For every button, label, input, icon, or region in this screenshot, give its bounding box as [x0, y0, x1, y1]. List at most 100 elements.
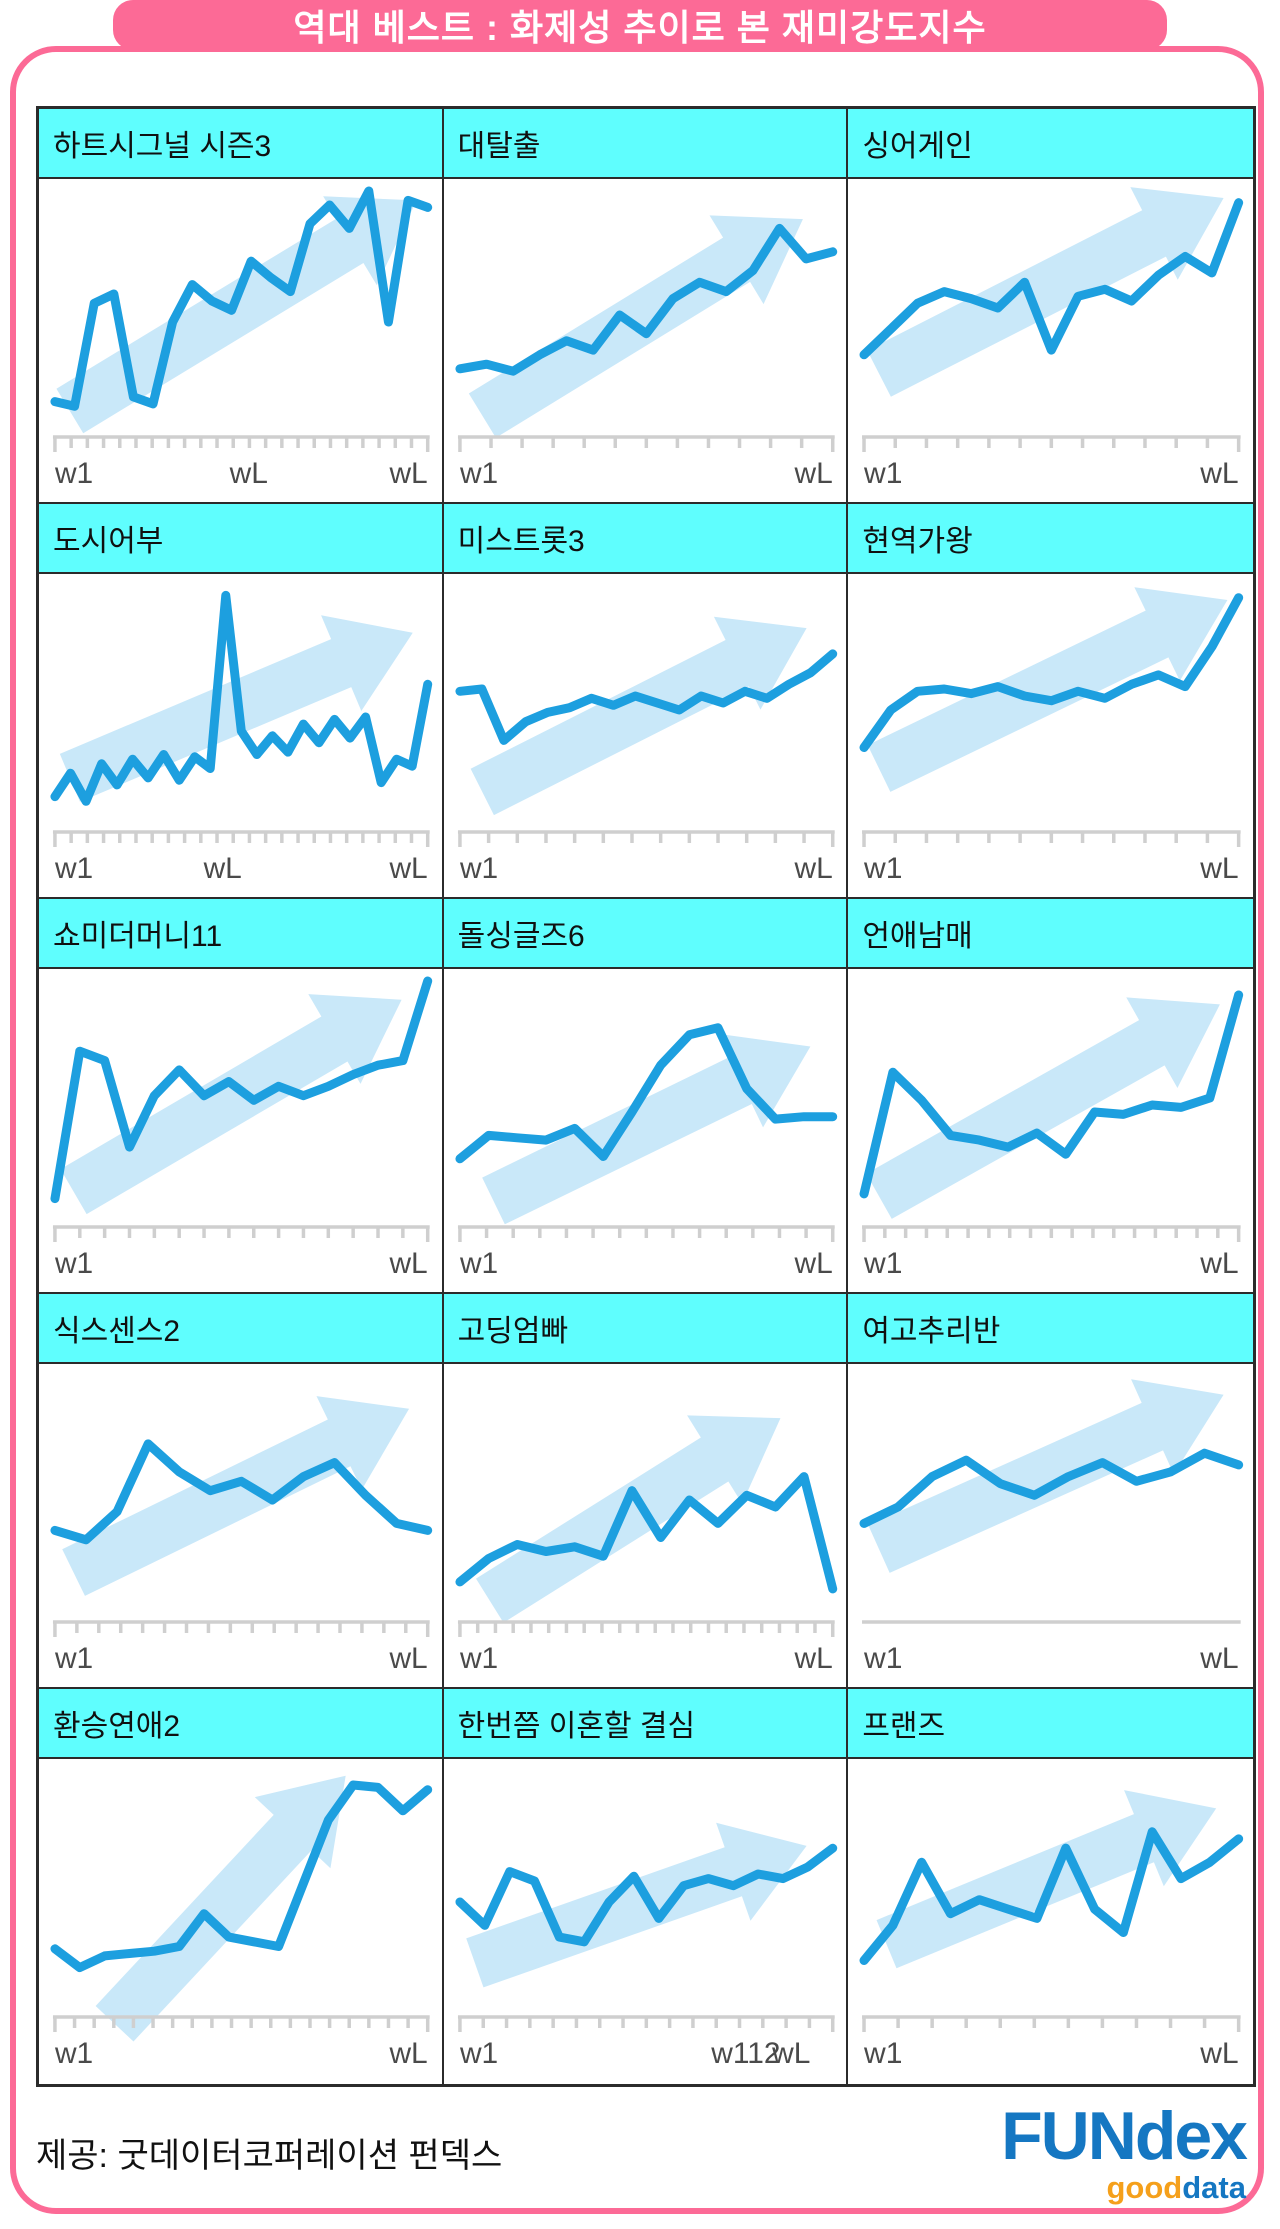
chart-cell: 미스트롯3 w1 wL — [443, 504, 849, 899]
chart-title: 언애남매 — [848, 899, 1253, 969]
trend-arrow — [470, 616, 807, 816]
x-axis — [457, 435, 835, 452]
x-axis-label: w1 — [459, 1247, 498, 1280]
chart-area: w1 wL — [444, 969, 847, 1292]
x-axis-label: w1 — [54, 457, 93, 490]
trend-arrow — [465, 1822, 807, 1988]
chart-area: w1 wL — [848, 1364, 1253, 1687]
chart-cell: 식스센스2 w1 wL — [39, 1294, 444, 1689]
x-axis-label: w1 — [863, 457, 902, 490]
x-axis-label: wL — [793, 1642, 832, 1675]
trend-line — [50, 976, 433, 1204]
chart-title: 고딩엄빠 — [443, 1294, 847, 1364]
chart-title: 현역가왕 — [848, 504, 1253, 574]
trend-arrow — [481, 1033, 811, 1225]
x-axis-label: w1 — [54, 1247, 93, 1280]
trend-arrow — [95, 1775, 346, 2042]
chart-cell: 프랜즈 w1 wL — [848, 1689, 1253, 2084]
trend-line — [50, 186, 433, 411]
x-axis — [52, 1225, 430, 1242]
chart-area: w1 w112 wL — [444, 1759, 847, 2082]
x-axis-label: w1 — [459, 1642, 498, 1675]
x-axis-label: wL — [793, 1247, 832, 1280]
chart-area: w1 wL — [848, 1759, 1253, 2082]
x-axis-label: wL — [388, 2037, 427, 2070]
sparkline-chart: w1 wL — [455, 215, 837, 490]
chart-area: w1 wL — [39, 1364, 442, 1687]
chart-cell: 도시어부 w1 wL wL — [39, 504, 444, 899]
chart-area: w1 wL — [444, 1364, 847, 1687]
x-axis-label: wL — [793, 852, 832, 885]
page-title: 역대 베스트 : 화제성 추이로 본 재미강도지수 — [113, 0, 1167, 50]
sparkline-chart: w1 wL — [859, 990, 1244, 1280]
chart-area: w1 wL — [444, 179, 847, 502]
chart-title: 여고추리반 — [848, 1294, 1253, 1364]
x-axis-label: wL — [1200, 1247, 1239, 1280]
x-axis-label: wL — [388, 457, 427, 490]
trend-line — [455, 223, 837, 376]
chart-cell: 환승연애2 w1 wL — [39, 1689, 444, 2084]
x-axis-label: wL — [1200, 457, 1239, 490]
x-axis — [862, 1225, 1241, 1242]
x-axis-label: wL — [1200, 1642, 1239, 1675]
x-axis-label: wL — [793, 457, 832, 490]
sparkline-chart: w1 wL — [50, 1396, 433, 1675]
chart-cell: 대탈출 w1 wL — [443, 109, 849, 504]
trend-line — [455, 1843, 837, 1947]
x-axis-label: w1 — [863, 852, 902, 885]
x-axis-label: wL — [388, 852, 427, 885]
x-axis-label: w1 — [54, 852, 93, 885]
x-axis — [52, 1620, 430, 1637]
x-axis-label: wL — [388, 1642, 427, 1675]
gooddata-logo-good: good — [1106, 2169, 1183, 2205]
chart-area: w1 wL wL — [39, 179, 442, 502]
chart-cell: 하트시그널 시즌3 w1 wL wL — [39, 109, 444, 504]
trend-line — [859, 990, 1244, 1199]
chart-area: w1 wL — [848, 574, 1253, 897]
trend-arrow — [60, 994, 402, 1215]
sparkline-chart: w1 wL — [859, 187, 1244, 490]
trend-line — [50, 1780, 433, 1973]
trend-line — [859, 198, 1244, 360]
sparkline-chart: w1 wL — [859, 1379, 1244, 1675]
chart-cell: 현역가왕 w1 wL — [848, 504, 1253, 899]
chart-title: 돌싱글즈6 — [443, 899, 847, 969]
chart-cell: 돌싱글즈6 w1 wL — [443, 899, 849, 1294]
x-axis-label: wL — [1200, 852, 1239, 885]
sparkline-chart: w1 wL — [455, 1415, 837, 1675]
x-axis-label: w1 — [459, 852, 498, 885]
x-axis-label: w1 — [863, 1642, 902, 1675]
chart-title: 프랜즈 — [848, 1689, 1253, 1759]
footer: 제공: 굿데이터코퍼레이션 펀덱스 FUNdex gooddata — [36, 2093, 1250, 2211]
x-axis-label: w1 — [54, 2037, 93, 2070]
trend-line — [455, 1023, 837, 1164]
x-axis-label: w112 — [710, 2037, 780, 2070]
trend-arrow — [866, 997, 1221, 1219]
chart-cell: 언애남매 w1 wL — [848, 899, 1253, 1294]
chart-title: 쇼미더머니11 — [39, 899, 442, 969]
trend-line — [50, 590, 433, 806]
x-axis-label: wL — [388, 1247, 427, 1280]
x-axis — [52, 2015, 430, 2032]
chart-grid: 하트시그널 시즌3 w1 wL wL 대탈출 w1 wL 싱어게인 w1 wL 도시어부 w1 wL wL… — [36, 106, 1256, 2087]
x-axis-label: wL — [771, 2037, 810, 2070]
sparkline-chart: w1 wL wL — [50, 186, 433, 490]
sparkline-chart: w1 wL — [50, 976, 433, 1280]
x-axis — [457, 830, 835, 847]
trend-line — [859, 1448, 1244, 1528]
trend-arrow — [62, 1396, 410, 1596]
x-axis-label: w1 — [459, 2037, 498, 2070]
x-axis-label: wL — [229, 457, 268, 490]
trend-line — [455, 1472, 837, 1594]
sparkline-chart: w1 wL — [455, 1023, 837, 1280]
x-axis — [52, 435, 430, 452]
chart-cell: 고딩엄빠 w1 wL — [443, 1294, 849, 1689]
chart-title: 미스트롯3 — [443, 504, 847, 574]
x-axis — [862, 830, 1241, 847]
trend-arrow — [868, 1379, 1224, 1573]
trend-line — [859, 1827, 1244, 1965]
chart-title: 환승연애2 — [39, 1689, 442, 1759]
fundex-logo-main: FUNdex — [1001, 2097, 1248, 2174]
